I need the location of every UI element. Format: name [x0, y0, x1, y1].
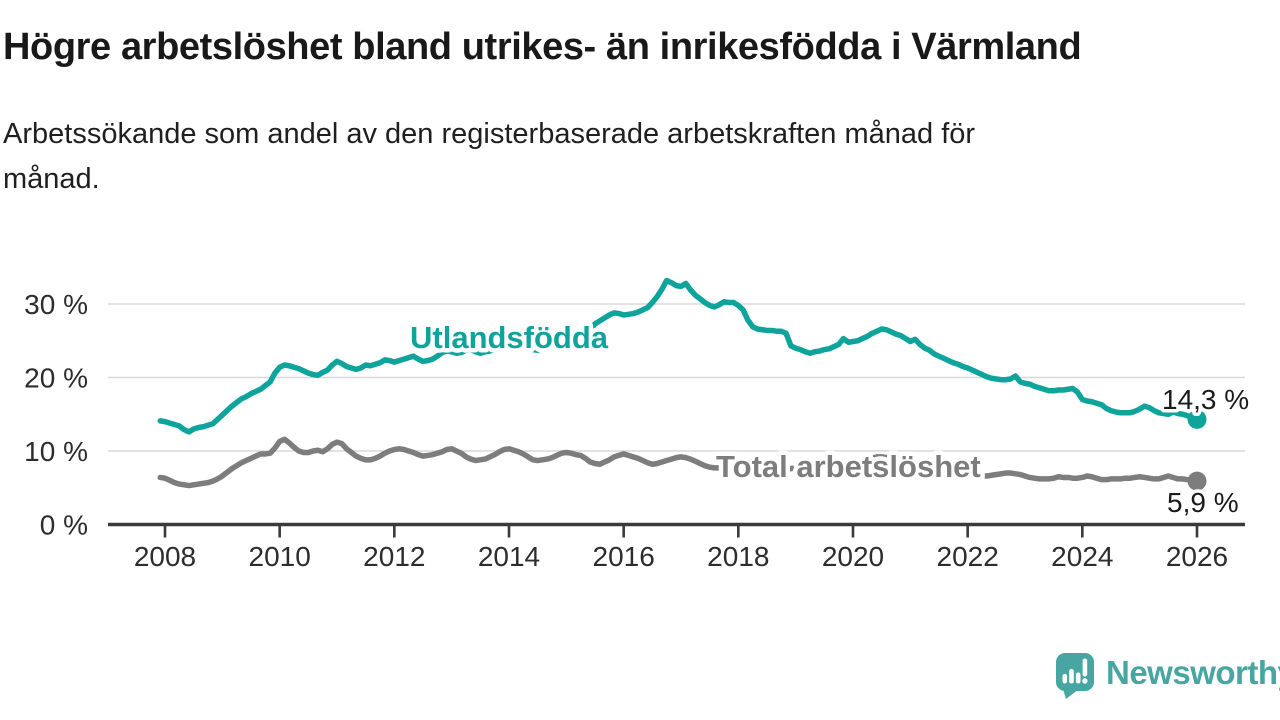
y-tick-label-10: 10 %	[24, 436, 88, 467]
series-line-utlandsfodda	[157, 277, 1200, 435]
newsworthy-logo: Newsworthy	[1054, 650, 1280, 700]
series-label-total: Total arbetslöshet	[716, 449, 981, 484]
chart-title: Högre arbetslöshet bland utrikes- än inr…	[3, 26, 1082, 68]
x-tick-label-2010: 2010	[249, 541, 311, 572]
series-end-value-total: 5,9 %	[1167, 487, 1239, 518]
newsworthy-logo-text: Newsworthy	[1106, 654, 1280, 691]
newsworthy-logo-icon	[1056, 652, 1094, 699]
chart-subtitle-line2: månad.	[3, 163, 100, 195]
x-tick-label-2018: 2018	[707, 541, 769, 572]
y-tick-label-30: 30 %	[24, 289, 88, 320]
chart-subtitle: Arbetssökande som andel av den registerb…	[3, 112, 975, 202]
series-end-dot-total	[1187, 471, 1207, 491]
series-end-dot-utlandsfodda	[1187, 409, 1207, 429]
series-line-total	[157, 436, 1200, 489]
y-tick-label-0: 0 %	[40, 510, 88, 541]
y-tick-label-20: 20 %	[24, 363, 88, 394]
x-tick-label-2020: 2020	[822, 541, 884, 572]
x-tick-label-2012: 2012	[363, 541, 425, 572]
x-tick-label-2024: 2024	[1051, 541, 1113, 572]
x-tick-label-2014: 2014	[478, 541, 540, 572]
x-tick-label-2016: 2016	[593, 541, 655, 572]
series-label-utlandsfodda: Utlandsfödda	[410, 320, 609, 355]
x-tick-label-2026: 2026	[1166, 541, 1228, 572]
x-tick-label-2022: 2022	[937, 541, 999, 572]
x-tick-label-2008: 2008	[134, 541, 196, 572]
chart-subtitle-line1: Arbetssökande som andel av den registerb…	[3, 118, 976, 150]
series-end-value-utlandsfodda: 14,3 %	[1162, 384, 1249, 415]
